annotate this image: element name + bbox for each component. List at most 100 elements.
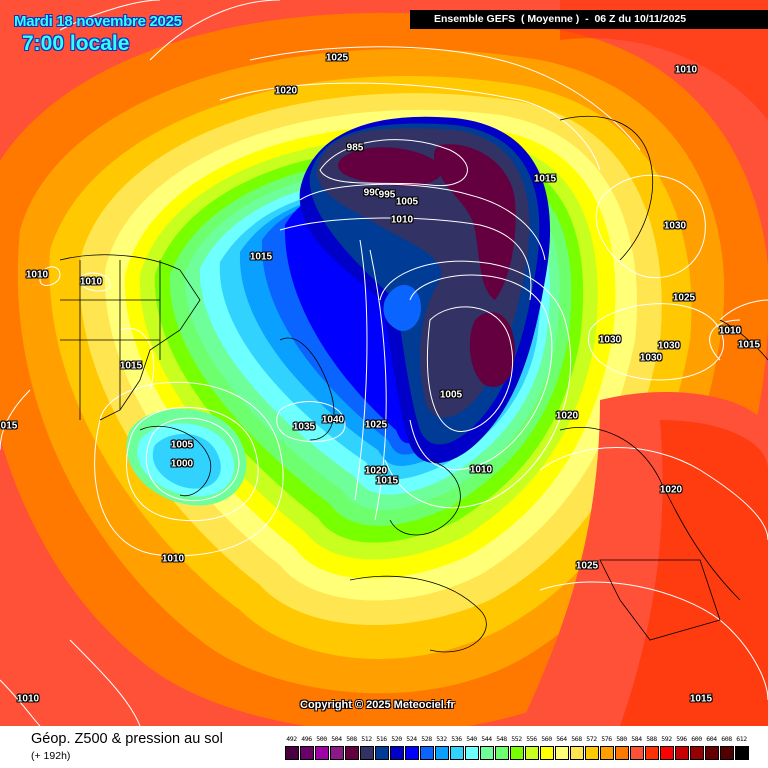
isobar-label: 015 [0,420,18,432]
legend-color-swatch [344,746,359,760]
legend-entry: 512 [359,735,374,760]
legend-color-swatch [734,746,749,760]
legend-color-swatch [659,746,674,760]
isobar-label: 1000 [170,458,194,470]
isobar-label: 1025 [364,419,388,431]
isobar-label: 990 [363,187,381,199]
legend-color-swatch [389,746,404,760]
legend-entry: 584 [629,735,644,760]
forecast-date: Mardi 18 novembre 2025 [14,13,182,30]
legend-entry: 536 [449,735,464,760]
legend-tick-label: 608 [721,735,732,743]
legend-color-swatch [584,746,599,760]
legend-entry: 500 [314,735,329,760]
legend-entry: 612 [734,735,749,760]
legend-entry: 604 [704,735,719,760]
legend-color-swatch [629,746,644,760]
legend-tick-label: 600 [691,735,702,743]
isobar-label: 1010 [16,693,40,705]
map-title: Géop. Z500 & pression au sol [31,731,223,747]
legend-tick-label: 504 [331,735,342,743]
geopotential-field [0,0,768,726]
copyright-notice: Copyright © 2025 Meteociel.fr [300,699,455,711]
isobar-label: 1010 [718,325,742,337]
legend-color-swatch [374,746,389,760]
legend-tick-label: 528 [421,735,432,743]
legend-tick-label: 592 [661,735,672,743]
legend-tick-label: 548 [496,735,507,743]
isobar-label: 1020 [274,85,298,97]
coastlines [59,116,768,653]
legend-tick-label: 540 [466,735,477,743]
legend-color-swatch [434,746,449,760]
legend-tick-label: 560 [541,735,552,743]
legend-color-swatch [449,746,464,760]
legend-entry: 600 [689,735,704,760]
isobar-label: 1010 [161,553,185,565]
isobar-label: 1030 [663,220,687,232]
isobar-label: 1040 [321,414,345,426]
legend-color-swatch [704,746,719,760]
isobar-label: 1030 [639,352,663,364]
legend-tick-label: 508 [346,735,357,743]
isobar-label: 1015 [119,360,143,372]
isobar-label: 1030 [657,340,681,352]
isobar-label: 1015 [737,339,761,351]
legend-entry: 540 [464,735,479,760]
legend-tick-label: 536 [451,735,462,743]
legend-entry: 572 [584,735,599,760]
legend-tick-label: 492 [286,735,297,743]
legend-entry: 560 [539,735,554,760]
legend-color-swatch [569,746,584,760]
legend-color-swatch [404,746,419,760]
legend-entry: 508 [344,735,359,760]
legend-entry: 492 [284,735,299,760]
isobar-label: 1005 [170,439,194,451]
legend-tick-label: 580 [616,735,627,743]
legend-color-swatch [464,746,479,760]
isobar-label: 1010 [390,214,414,226]
legend-color-swatch [614,746,629,760]
legend-tick-label: 516 [376,735,387,743]
legend-entry: 580 [614,735,629,760]
legend-entry: 564 [554,735,569,760]
legend-tick-label: 544 [481,735,492,743]
legend-color-swatch [329,746,344,760]
legend-entry: 592 [659,735,674,760]
legend-entry: 576 [599,735,614,760]
isobars [0,0,768,726]
legend-tick-label: 512 [361,735,372,743]
legend-color-swatch [359,746,374,760]
legend-color-swatch [674,746,689,760]
legend-entry: 544 [479,735,494,760]
forecast-map: Mardi 18 novembre 2025 7:00 locale Ensem… [0,0,768,726]
legend-color-swatch [494,746,509,760]
legend-color-swatch [599,746,614,760]
legend-tick-label: 604 [706,735,717,743]
legend-tick-label: 568 [571,735,582,743]
z500-shading [0,0,768,726]
legend-entry: 556 [524,735,539,760]
legend-entry: 548 [494,735,509,760]
legend-entry: 608 [719,735,734,760]
legend-entry: 524 [404,735,419,760]
legend-color-swatch [524,746,539,760]
legend-tick-label: 520 [391,735,402,743]
legend-tick-label: 584 [631,735,642,743]
color-scale-legend: 492 496 500 504 508 512 516 520 524 528 532 536 540 5… [284,735,749,760]
isobar-label: 985 [346,142,364,154]
legend-color-swatch [719,746,734,760]
isobar-label: 1020 [555,410,579,422]
forecast-lead-time: (+ 192h) [31,750,71,762]
isobar-label: 1015 [689,693,713,705]
legend-tick-label: 500 [316,735,327,743]
legend-entry: 532 [434,735,449,760]
legend-tick-label: 552 [511,735,522,743]
legend-entry: 504 [329,735,344,760]
legend-color-swatch [644,746,659,760]
legend-tick-label: 532 [436,735,447,743]
legend-entry: 528 [419,735,434,760]
legend-tick-label: 496 [301,735,312,743]
legend-tick-label: 564 [556,735,567,743]
isobar-label: 1020 [659,484,683,496]
